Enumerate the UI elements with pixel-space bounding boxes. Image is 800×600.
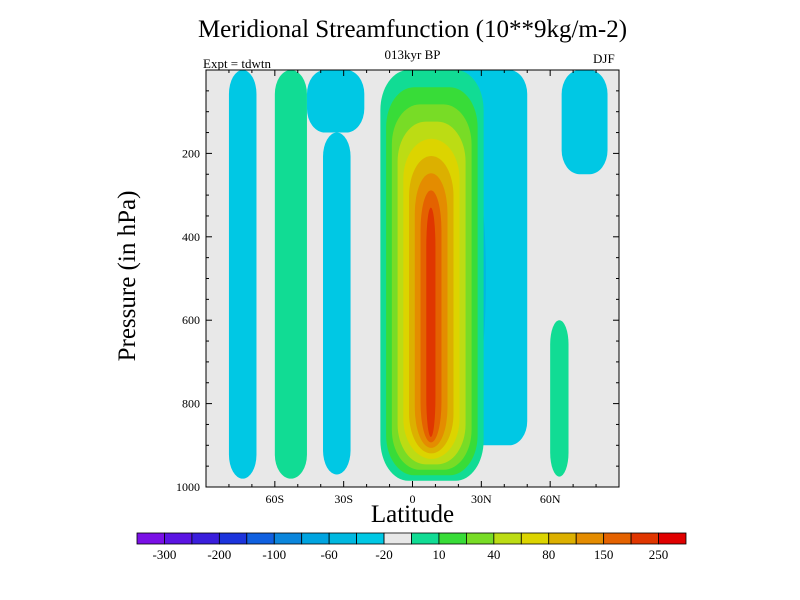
x-axis-title: Latitude <box>370 501 455 528</box>
axes: 60S 30S 0 30N 60N 200 400 600 800 1000 <box>176 69 620 506</box>
colorbar-label: -300 <box>153 547 177 562</box>
colorbar-label: 80 <box>542 547 555 562</box>
colorbar-swatch <box>630 532 659 545</box>
x-tick-label: 0 <box>410 492 416 506</box>
plot-area <box>206 70 619 487</box>
colorbar-swatch <box>191 532 220 545</box>
colorbar-swatch <box>520 532 550 545</box>
colorbar-label: 250 <box>649 547 669 562</box>
colorbar-swatch <box>383 532 412 545</box>
x-tick-label: 60N <box>540 492 561 506</box>
x-tick-label: 30N <box>471 492 492 506</box>
colorbar-swatch <box>246 532 275 545</box>
y-tick-label: 400 <box>182 230 200 244</box>
contour-cell-northern-polar-cell <box>561 70 608 175</box>
y-tick-label: 1000 <box>176 480 200 494</box>
colorbar-label: 40 <box>487 547 500 562</box>
colorbar-swatch <box>548 532 577 545</box>
colorbar-swatch <box>493 532 522 545</box>
x-tick-label: 30S <box>334 492 353 506</box>
colorbar-swatch <box>356 532 385 545</box>
colorbar-swatch <box>603 532 632 545</box>
experiment-label: Expt = tdwtn <box>203 56 271 71</box>
colorbar-swatch <box>438 532 467 545</box>
colorbar-swatch <box>273 532 303 545</box>
contour-cell-southern-polar-cell <box>228 70 257 479</box>
x-tick-label: 60S <box>265 492 284 506</box>
colorbar-label: 10 <box>432 547 445 562</box>
colorbar-swatch <box>658 532 687 545</box>
y-tick-label: 600 <box>182 313 200 327</box>
colorbar-swatch <box>328 532 357 545</box>
contour-cell-northern-positive-cell <box>550 320 569 477</box>
colorbar-swatch <box>301 532 330 545</box>
season-label: DJF <box>593 51 615 66</box>
colorbar-swatch <box>411 532 440 545</box>
colorbar: -300 -200 -100 -60 -20 10 40 80 150 250 <box>136 532 687 562</box>
contour-cell-southern-ferrel-cell <box>274 70 307 479</box>
colorbar-swatch <box>575 532 605 545</box>
y-tick-label: 200 <box>182 146 200 160</box>
colorbar-label: -100 <box>262 547 286 562</box>
contour-cell-upper-negative-tongue <box>306 70 365 133</box>
chart-subtitle: 013kyr BP <box>384 47 441 62</box>
colorbar-label: 150 <box>594 547 614 562</box>
colorbar-label: -60 <box>320 547 337 562</box>
hadley-contour-band-250 <box>426 207 436 437</box>
colorbar-swatch <box>218 532 248 545</box>
y-tick-label: 800 <box>182 397 200 411</box>
contour-cell-southern-negative-cell <box>323 132 351 475</box>
chart-title: Meridional Streamfunction (10**9kg/m-2) <box>197 16 628 43</box>
colorbar-swatch <box>164 532 193 545</box>
colorbar-swatch <box>465 532 495 545</box>
colorbar-label: -200 <box>207 547 231 562</box>
colorbar-label: -20 <box>375 547 392 562</box>
colorbar-swatch <box>136 532 165 545</box>
